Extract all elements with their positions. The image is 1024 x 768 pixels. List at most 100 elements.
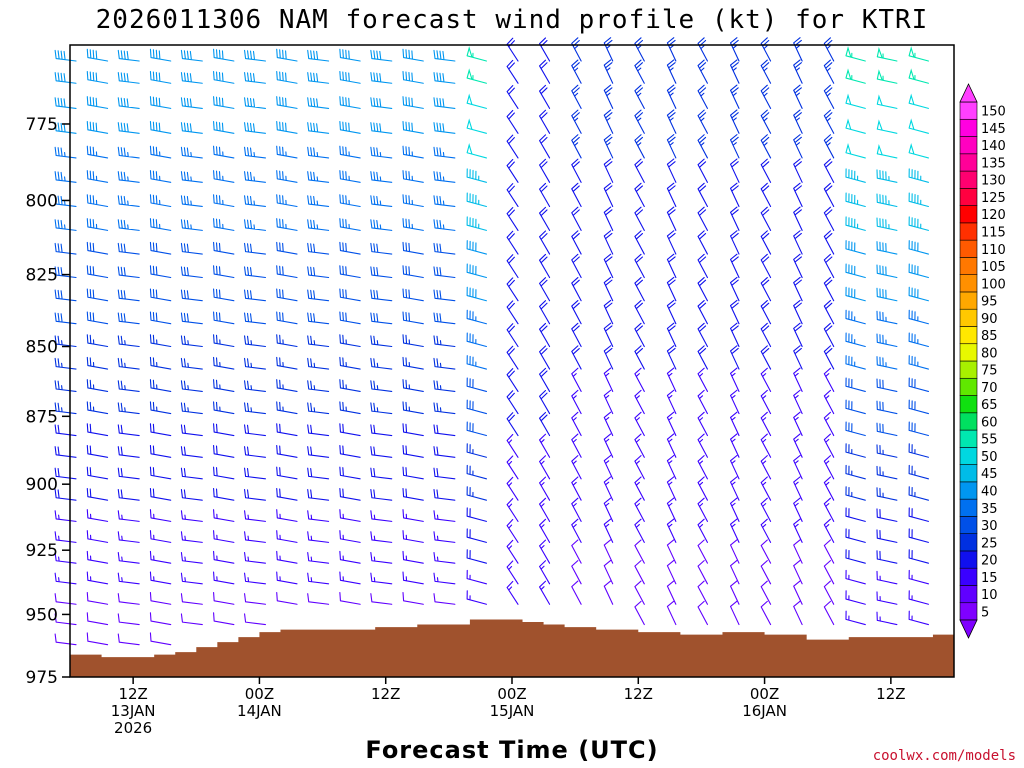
wind-barb [54, 289, 77, 302]
wind-barb [149, 121, 172, 134]
wind-barb [466, 263, 487, 279]
wind-barb [908, 332, 929, 348]
wind-barb [433, 219, 456, 231]
wind-barb [729, 230, 740, 255]
wind-barb [697, 322, 708, 348]
wind-barb [402, 550, 424, 564]
wind-barb [506, 580, 519, 605]
wind-barb [539, 345, 551, 370]
wind-barb [117, 467, 140, 480]
wind-barb [117, 489, 140, 501]
wind-barb [539, 300, 551, 325]
wind-barb [86, 194, 109, 208]
wind-barb [213, 145, 235, 159]
wind-barb [433, 446, 456, 458]
colorbar-label: 25 [981, 536, 998, 551]
wind-barb [697, 539, 708, 564]
wind-barb [149, 194, 172, 208]
wind-barb [370, 552, 393, 564]
wind-barb [213, 288, 235, 302]
colorbar-label: 40 [981, 485, 998, 500]
wind-barb [180, 335, 203, 348]
wind-barb [276, 145, 298, 159]
wind-barb [54, 402, 77, 415]
wind-barb [823, 182, 835, 208]
wind-barb [180, 146, 203, 159]
wind-barb [244, 446, 266, 458]
wind-barb [466, 443, 487, 458]
wind-barb [86, 265, 109, 279]
wind-barb [117, 266, 140, 279]
wind-barb [149, 401, 172, 415]
wind-barb [180, 613, 203, 626]
x-tick-label: 2026 [114, 719, 152, 737]
x-tick-label: 00Z [750, 685, 779, 703]
colorbar-label: 30 [981, 519, 998, 534]
wind-barb [339, 550, 361, 564]
wind-barb [634, 389, 645, 415]
wind-barb [370, 467, 393, 480]
wind-barb [793, 182, 803, 208]
wind-barb [244, 171, 266, 183]
wind-barb [54, 633, 77, 646]
wind-barb [760, 497, 772, 522]
wind-barb [180, 424, 203, 437]
wind-barb [697, 389, 708, 415]
wind-barb [793, 518, 803, 543]
wind-barb [180, 122, 203, 134]
wind-barb [117, 72, 140, 84]
wind-barb [433, 593, 456, 605]
wind-barb [634, 182, 645, 208]
wind-barb [908, 421, 929, 437]
wind-barb [433, 171, 456, 183]
wind-barb [793, 476, 803, 501]
colorbar-legend: 5 10 15 20 25 30 35 40 45 50 55 60 65 70 75 80 85 90 95 100… [959, 83, 1006, 639]
wind-barb [402, 241, 424, 255]
x-tick-label: 16JAN [742, 702, 787, 720]
wind-barb [276, 265, 298, 279]
wind-barb [149, 509, 172, 522]
wind-barb [149, 241, 172, 255]
wind-barb [86, 311, 109, 325]
wind-barb [213, 612, 235, 626]
wind-barb [666, 518, 677, 543]
wind-barb [823, 600, 835, 626]
wind-barb [244, 195, 266, 208]
wind-barb [634, 497, 645, 522]
wind-barb [506, 158, 519, 183]
wind-barb [244, 357, 266, 370]
colorbar-label: 95 [981, 295, 998, 310]
colorbar-cell [959, 343, 978, 362]
wind-barb [54, 171, 77, 183]
wind-barb [433, 266, 456, 279]
wind-barb [117, 633, 140, 646]
wind-barb [54, 195, 77, 208]
wind-barb [244, 510, 266, 522]
chart-title: 2026011306 NAM forecast wind profile (kt… [96, 5, 929, 35]
wind-barb [666, 389, 677, 415]
wind-barb [213, 48, 235, 62]
wind-barb [666, 476, 677, 501]
wind-barb [760, 518, 772, 543]
colorbar-cell [959, 239, 978, 258]
wind-barb [276, 96, 298, 109]
wind-barb [244, 97, 266, 109]
wind-barb [54, 510, 77, 522]
wind-barb [876, 487, 898, 501]
wind-barb [466, 286, 487, 302]
wind-barb [86, 487, 109, 501]
colorbar-cell [959, 118, 978, 137]
wind-barb [603, 322, 614, 348]
wind-barb [506, 134, 519, 159]
wind-barb [213, 466, 235, 480]
wind-barb [339, 487, 361, 501]
wind-barb [433, 49, 456, 62]
wind-barb [571, 476, 582, 501]
wind-barb [876, 422, 898, 437]
wind-barb [506, 230, 519, 255]
wind-barb [149, 612, 172, 626]
colorbar-bottom-arrow [959, 619, 978, 639]
wind-barb [149, 218, 172, 231]
wind-barb [823, 433, 835, 458]
wind-barb [339, 592, 361, 605]
